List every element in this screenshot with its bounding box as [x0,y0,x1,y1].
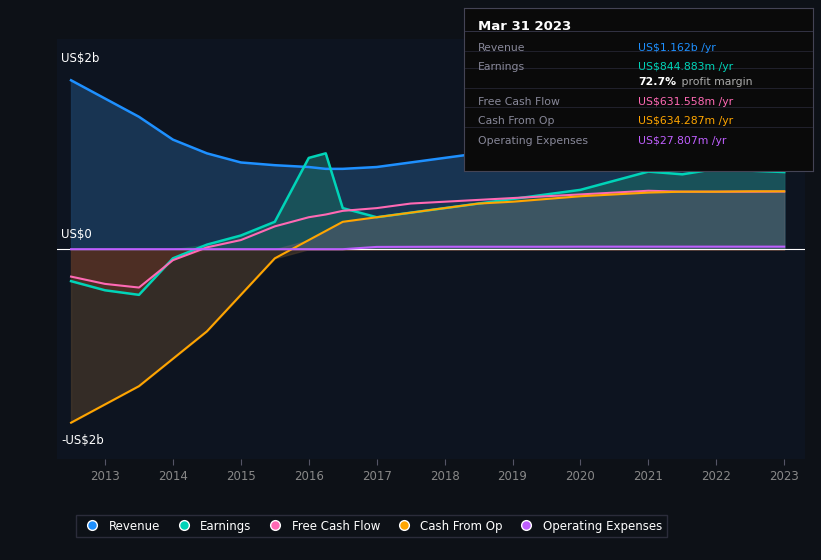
Text: US$1.162b /yr: US$1.162b /yr [639,43,716,53]
Text: US$2b: US$2b [62,52,99,65]
Legend: Revenue, Earnings, Free Cash Flow, Cash From Op, Operating Expenses: Revenue, Earnings, Free Cash Flow, Cash … [76,515,667,537]
Text: US$0: US$0 [62,228,92,241]
Text: Earnings: Earnings [478,62,525,72]
Text: US$631.558m /yr: US$631.558m /yr [639,97,733,107]
Text: US$844.883m /yr: US$844.883m /yr [639,62,733,72]
Text: Cash From Op: Cash From Op [478,116,554,127]
Text: Mar 31 2023: Mar 31 2023 [478,20,571,33]
Text: Operating Expenses: Operating Expenses [478,136,588,146]
Text: profit margin: profit margin [678,77,753,87]
Text: US$634.287m /yr: US$634.287m /yr [639,116,733,127]
Text: US$27.807m /yr: US$27.807m /yr [639,136,727,146]
Text: Revenue: Revenue [478,43,525,53]
Text: Free Cash Flow: Free Cash Flow [478,97,560,107]
Text: -US$2b: -US$2b [62,433,104,447]
Text: 72.7%: 72.7% [639,77,677,87]
